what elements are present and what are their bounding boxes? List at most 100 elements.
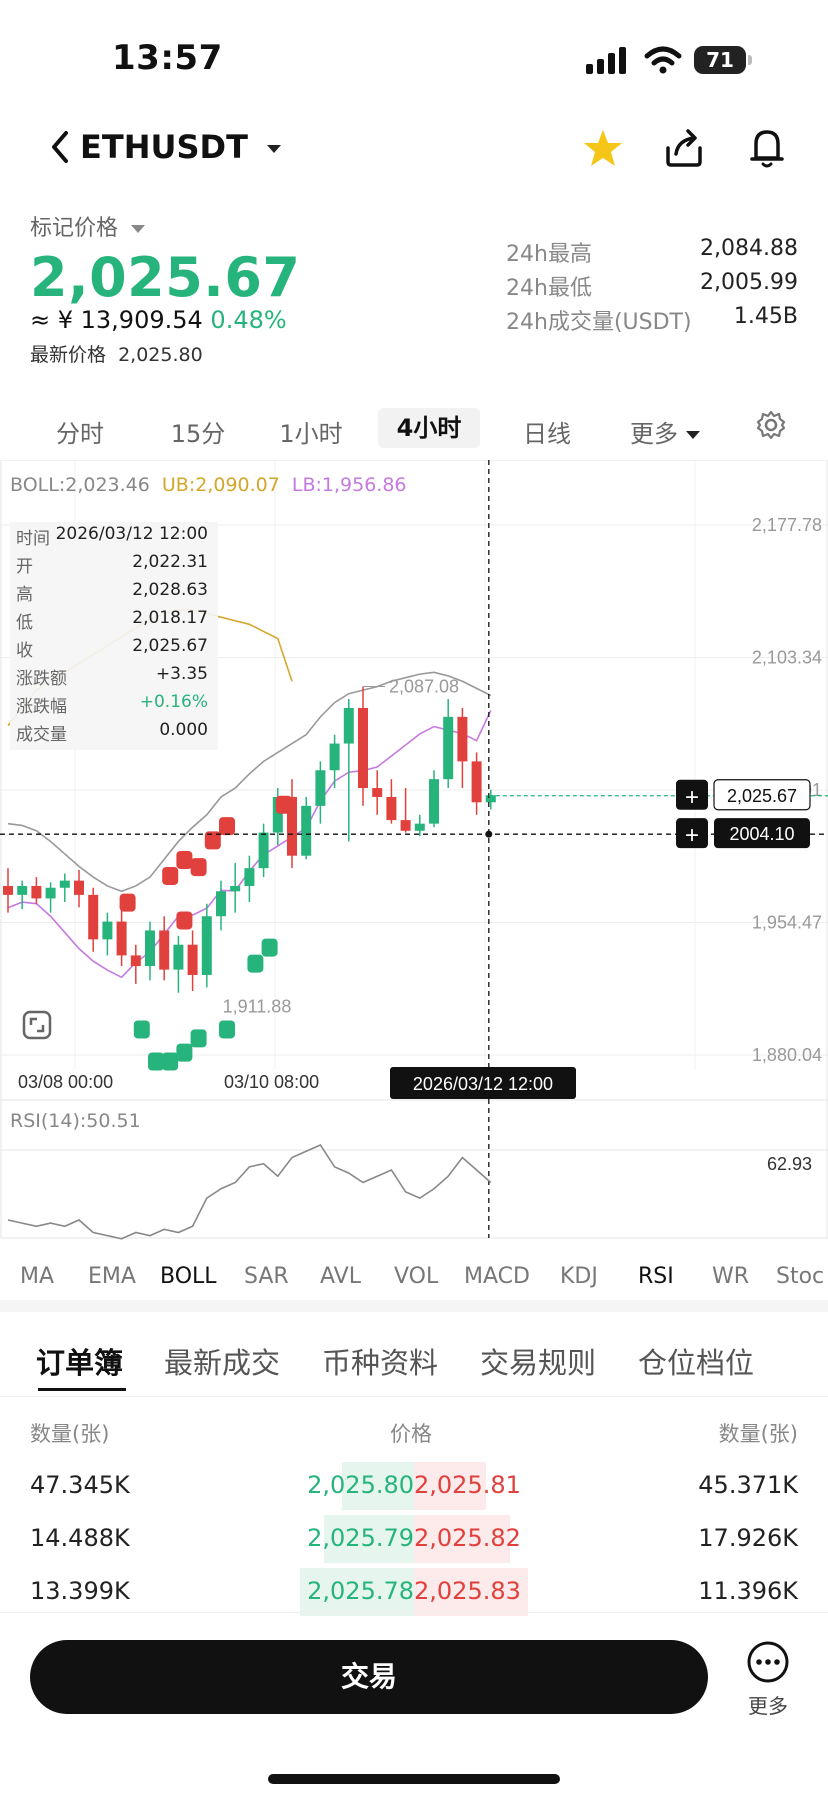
indicator-tab-boll[interactable]: BOLL — [160, 1264, 217, 1289]
candle-body — [358, 707, 368, 789]
mark-price-dropdown-icon — [131, 225, 146, 233]
sell-marker — [204, 831, 221, 850]
candle-body — [74, 880, 84, 895]
orderbook-tab-1[interactable]: 最新成交 — [164, 1346, 281, 1380]
stat-value: 2,005.99 — [700, 270, 798, 295]
change-percent: 0.48% — [210, 306, 287, 334]
indicator-tab-kdj[interactable]: KDJ — [560, 1264, 598, 1289]
current-price-tag-text: 2,025.67 — [727, 786, 797, 806]
indicator-tab-ma[interactable]: MA — [20, 1264, 55, 1289]
favorite-star-icon[interactable] — [582, 128, 624, 168]
pair-selector[interactable]: ETHUSDT — [80, 128, 282, 166]
indicator-tab-stoc[interactable]: Stoc — [776, 1264, 825, 1289]
fullscreen-icon[interactable] — [22, 1010, 52, 1040]
rsi-line — [7, 1143, 492, 1240]
tab-timeframe-5[interactable]: 更多 — [610, 414, 720, 449]
y-tick-label: 1,954.47 — [752, 913, 822, 933]
buy-marker — [148, 1052, 164, 1071]
tab-timeframe-1[interactable]: 15分 — [148, 414, 248, 449]
tab-timeframe-label: 日线 — [523, 420, 571, 448]
candle-body — [429, 779, 439, 824]
battery-indicator: 71 — [694, 46, 752, 74]
indicator-tab-vol[interactable]: VOL — [394, 1264, 439, 1289]
indicator-tab-wr[interactable]: WR — [712, 1264, 750, 1289]
ohlc-value: 2026/03/12 12:00 — [55, 524, 208, 544]
tab-timeframe-4[interactable]: 日线 — [498, 414, 596, 449]
ask-depth-bar — [414, 1515, 510, 1563]
home-indicator — [268, 1774, 560, 1784]
candle-body — [145, 930, 155, 967]
indicator-tab-ema[interactable]: EMA — [88, 1264, 136, 1289]
candle-body — [287, 796, 297, 856]
orderbook-tab-3[interactable]: 交易规则 — [480, 1346, 597, 1380]
ohlc-row: 涨跌额 +3.35 — [16, 664, 208, 692]
current-price-tag — [713, 779, 811, 811]
mark-price-selector[interactable]: 标记价格 — [30, 210, 146, 242]
buy-marker — [190, 1029, 207, 1048]
sell-marker — [219, 817, 235, 836]
more-dropdown-icon — [686, 431, 700, 439]
add-order-button[interactable] — [676, 818, 708, 849]
candle-body — [3, 885, 13, 895]
indicator-tab-avl[interactable]: AVL — [320, 1264, 361, 1289]
indicator-tab-rsi[interactable]: RSI — [638, 1264, 674, 1289]
y-tick-label: 2,177.78 — [752, 515, 822, 535]
crosshair-price-tag — [714, 818, 810, 849]
bid-depth-bar — [342, 1462, 414, 1510]
candlestick-chart[interactable]: 2,177.782,103.342,028.911,954.471,880.04… — [0, 460, 828, 1240]
chart-settings-gear-icon[interactable] — [756, 410, 786, 440]
buy-marker — [261, 938, 278, 957]
bell-icon[interactable] — [748, 126, 786, 170]
active-tab-underline — [38, 1388, 126, 1391]
candle-body — [400, 820, 411, 831]
ohlc-value: +0.16% — [139, 692, 208, 712]
candle-body — [187, 944, 198, 975]
trade-button[interactable]: 交易 — [30, 1640, 708, 1714]
buy-marker — [176, 1043, 193, 1062]
high-annotation: 2,087.08 — [389, 676, 459, 696]
boll-upper-value: UB:2,090.07 — [161, 474, 280, 496]
bid-price[interactable]: 2,025.79 — [307, 1524, 414, 1552]
ask-quantity: 17.926K — [698, 1524, 798, 1552]
back-icon[interactable] — [50, 130, 70, 164]
y-tick-label: 2,103.34 — [752, 648, 822, 668]
latest-price: 最新价格 2,025.80 — [30, 340, 203, 367]
plus-icon: + — [685, 784, 699, 811]
orderbook-tab-0[interactable]: 订单簿 — [36, 1346, 124, 1380]
latest-price-value: 2,025.80 — [118, 344, 203, 366]
candle-body — [45, 887, 56, 899]
tab-timeframe-3[interactable]: 4小时 — [378, 408, 480, 448]
mark-price-label: 标记价格 — [30, 216, 119, 241]
more-icon[interactable] — [746, 1640, 790, 1684]
candle-body — [244, 868, 255, 886]
stat-value: 2,084.88 — [700, 236, 798, 261]
candle-body — [457, 716, 468, 762]
header-bid-qty: 数量(张) — [30, 1422, 110, 1446]
orderbook-tab-4[interactable]: 仓位档位 — [638, 1346, 755, 1380]
ask-price[interactable]: 2,025.81 — [414, 1471, 521, 1499]
x-tick-label: 03/08 00:00 — [18, 1072, 113, 1092]
price-sub: ≈ ¥ 13,909.54 0.48% — [30, 306, 287, 334]
ohlc-key: 时间 — [16, 529, 50, 549]
latest-price-label: 最新价格 — [30, 344, 107, 366]
candle-body — [471, 761, 482, 803]
header-price: 价格 — [390, 1422, 432, 1446]
candle-body — [315, 770, 326, 806]
ask-quantity: 11.396K — [698, 1577, 798, 1605]
tab-timeframe-label: 1小时 — [279, 420, 343, 448]
tab-timeframe-0[interactable]: 分时 — [40, 414, 120, 449]
indicator-tab-sar[interactable]: SAR — [244, 1264, 289, 1289]
bid-quantity: 47.345K — [30, 1471, 130, 1499]
ask-price[interactable]: 2,025.82 — [414, 1524, 521, 1552]
share-icon[interactable] — [664, 126, 704, 168]
bid-price[interactable]: 2,025.80 — [307, 1471, 414, 1499]
rsi-label: RSI(14):50.51 — [10, 1110, 141, 1132]
tab-timeframe-2[interactable]: 1小时 — [256, 414, 366, 449]
ask-price[interactable]: 2,025.83 — [414, 1577, 521, 1605]
add-alert-button[interactable] — [676, 779, 708, 810]
indicator-tab-macd[interactable]: MACD — [464, 1264, 530, 1289]
bid-price[interactable]: 2,025.78 — [307, 1577, 414, 1605]
candle-body — [272, 796, 283, 833]
orderbook-tab-2[interactable]: 币种资料 — [322, 1346, 439, 1380]
low-annotation: 1,911.88 — [223, 996, 292, 1016]
